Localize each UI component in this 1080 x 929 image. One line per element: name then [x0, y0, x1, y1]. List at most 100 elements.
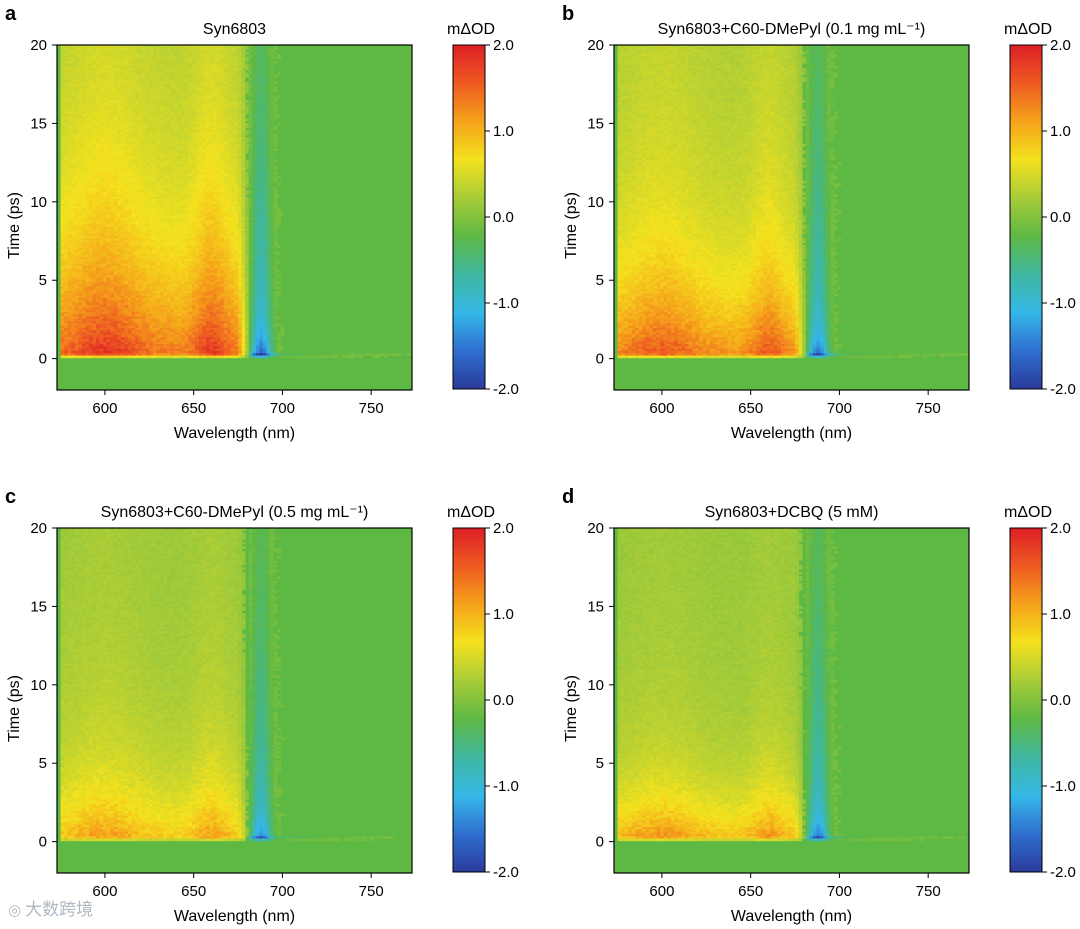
heatmap-cell	[117, 123, 121, 126]
heatmap-cell	[107, 155, 111, 158]
heatmap-cell	[238, 139, 242, 142]
heatmap-cell	[96, 162, 100, 165]
heatmap-cell	[68, 197, 72, 200]
heatmap-cell	[117, 185, 121, 188]
heatmap-cell	[242, 68, 246, 71]
heatmap-cell	[139, 155, 143, 158]
heatmap-cell	[153, 119, 157, 122]
heatmap-cell	[274, 160, 278, 163]
heatmap-cell	[164, 146, 168, 149]
heatmap-cell	[274, 190, 278, 193]
heatmap-cell	[128, 151, 132, 154]
heatmap-cell	[89, 121, 93, 124]
heatmap-cell	[245, 68, 249, 71]
heatmap-cell	[164, 59, 168, 62]
heatmap-cell	[195, 169, 199, 172]
heatmap-cell	[71, 57, 75, 60]
heatmap-cell	[192, 123, 196, 126]
heatmap-cell	[96, 227, 100, 230]
heatmap-cell	[107, 61, 111, 64]
heatmap-cell	[174, 130, 178, 133]
heatmap-cell	[242, 142, 246, 145]
heatmap-cell	[213, 160, 217, 163]
heatmap-cell	[199, 100, 203, 103]
heatmap-cell	[259, 107, 263, 110]
heatmap-cell	[164, 96, 168, 99]
heatmap-cell	[235, 77, 239, 80]
heatmap-cell	[68, 227, 72, 230]
heatmap-cell	[61, 82, 65, 85]
heatmap-cell	[142, 151, 146, 154]
heatmap-cell	[156, 185, 160, 188]
heatmap-cell	[217, 192, 221, 195]
heatmap-cell	[188, 169, 192, 172]
heatmap-cell	[185, 201, 189, 204]
heatmap-cell	[263, 116, 267, 119]
heatmap-cell	[124, 105, 128, 108]
heatmap-cell	[217, 70, 221, 73]
heatmap-cell	[178, 82, 182, 85]
heatmap-cell	[89, 77, 93, 80]
heatmap-cell	[128, 128, 132, 131]
heatmap-cell	[195, 197, 199, 200]
heatmap-cell	[149, 68, 153, 71]
heatmap-cell	[132, 151, 136, 154]
heatmap-cell	[217, 183, 221, 186]
heatmap-cell	[270, 119, 274, 122]
heatmap-cell	[117, 77, 121, 80]
heatmap-cell	[238, 130, 242, 133]
heatmap-cell	[110, 162, 114, 165]
heatmap-cell	[164, 61, 168, 64]
heatmap-cell	[75, 119, 79, 122]
heatmap-cell	[117, 178, 121, 181]
heatmap-cell	[263, 199, 267, 202]
heatmap-cell	[210, 211, 214, 214]
heatmap-cell	[227, 114, 231, 117]
heatmap-cell	[213, 151, 217, 154]
heatmap-cell	[277, 96, 281, 99]
heatmap-cell	[139, 59, 143, 62]
heatmap-cell	[235, 82, 239, 85]
heatmap-cell	[107, 91, 111, 94]
heatmap-cell	[149, 172, 153, 175]
heatmap-cell	[121, 52, 125, 55]
heatmap-cell	[107, 114, 111, 117]
heatmap-cell	[224, 167, 228, 170]
heatmap-cell	[85, 153, 89, 156]
heatmap-cell	[213, 54, 217, 57]
heatmap-cell	[139, 61, 143, 64]
heatmap-cell	[153, 174, 157, 177]
heatmap-cell	[160, 199, 164, 202]
heatmap-cell	[153, 215, 157, 218]
heatmap-cell	[167, 105, 171, 108]
heatmap-cell	[192, 144, 196, 147]
heatmap-cell	[64, 96, 68, 99]
heatmap-cell	[220, 222, 224, 225]
heatmap-cell	[167, 144, 171, 147]
heatmap-cell	[185, 52, 189, 55]
heatmap-cell	[199, 96, 203, 99]
heatmap-cell	[192, 57, 196, 60]
heatmap-cell	[188, 220, 192, 223]
heatmap-cell	[231, 84, 235, 87]
heatmap-cell	[89, 82, 93, 85]
heatmap-cell	[107, 96, 111, 99]
heatmap-cell	[178, 77, 182, 80]
heatmap-cell	[167, 151, 171, 154]
heatmap-cell	[220, 144, 224, 147]
heatmap-cell	[96, 66, 100, 69]
heatmap-cell	[71, 222, 75, 225]
heatmap-cell	[128, 183, 132, 186]
heatmap-cell	[110, 199, 114, 202]
heatmap-cell	[174, 218, 178, 221]
heatmap-cell	[220, 93, 224, 96]
heatmap-cell	[238, 183, 242, 186]
heatmap-cell	[195, 192, 199, 195]
heatmap-cell	[210, 201, 214, 204]
heatmap-cell	[121, 80, 125, 83]
heatmap-cell	[266, 82, 270, 85]
heatmap-cell	[153, 169, 157, 172]
heatmap-cell	[178, 206, 182, 209]
heatmap-cell	[235, 50, 239, 53]
heatmap-cell	[68, 47, 72, 50]
